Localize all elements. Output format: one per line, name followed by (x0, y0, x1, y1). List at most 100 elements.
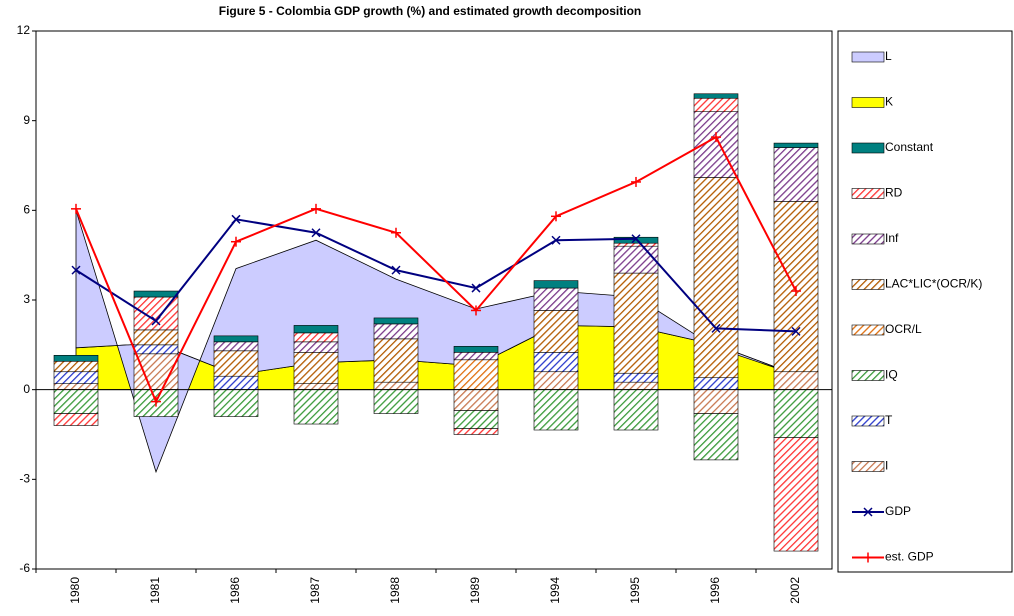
bar-segment (373, 323, 419, 340)
bar-segment (533, 310, 579, 353)
line-marker (711, 132, 721, 143)
bar-segment (213, 341, 259, 352)
line-marker (471, 305, 481, 316)
bar-segment (213, 335, 259, 343)
bar-segment (693, 93, 739, 99)
legend-marker (863, 552, 873, 563)
legend-label: RD (885, 186, 903, 200)
bar-segment (213, 350, 259, 377)
x-tick-label: 1987 (308, 577, 322, 604)
line-marker (551, 235, 561, 245)
bar-segment (53, 354, 99, 362)
bar-segment (293, 383, 339, 390)
y-tick-label: 0 (23, 382, 30, 396)
bar-segment (53, 371, 99, 384)
line-marker (791, 286, 801, 297)
x-tick-label: 1988 (388, 577, 402, 604)
bar-segment (133, 329, 179, 346)
bar-segment (453, 346, 499, 353)
bar-segment (693, 377, 739, 390)
legend-label: est. GDP (885, 550, 934, 564)
x-tick-label: 1981 (148, 577, 162, 604)
legend-swatch (851, 461, 885, 472)
marker-stroke (231, 214, 241, 224)
bar-segment (773, 389, 819, 438)
line (75, 135, 797, 405)
line-marker (151, 396, 161, 407)
legend-swatch (851, 415, 885, 427)
bar-segment (533, 371, 579, 390)
bar-segment (53, 389, 99, 414)
y-tick-label: 9 (23, 113, 30, 127)
legend-label: L (885, 49, 892, 63)
bar-segment (693, 97, 739, 112)
legend-label: K (885, 95, 893, 109)
bar-segment (613, 372, 659, 383)
legend-label: OCR/L (885, 322, 922, 336)
bar-segment (613, 245, 659, 274)
bar-segment (613, 389, 659, 431)
legend-swatch (851, 142, 885, 154)
line-marker (231, 236, 241, 247)
bar-segment (693, 177, 739, 379)
marker-stroke (631, 234, 641, 244)
line-marker (791, 326, 801, 336)
legend-marker (863, 507, 873, 517)
bar-segment (453, 410, 499, 429)
line-marker (391, 227, 401, 238)
line (75, 218, 797, 333)
y-tick-label: -6 (19, 561, 30, 575)
marker-stroke (151, 316, 161, 326)
bar-segment (133, 290, 179, 298)
x-tick-label: 1994 (548, 577, 562, 604)
marker-stroke (311, 228, 321, 238)
bar-segment (533, 287, 579, 311)
line-marker (71, 265, 81, 275)
bar-segment (373, 381, 419, 390)
bar-segment (373, 389, 419, 414)
marker-stroke (863, 507, 873, 517)
bar-segment (613, 381, 659, 390)
legend-label: Constant (885, 140, 934, 154)
legend-swatch (851, 51, 885, 63)
y-tick-label: 3 (23, 292, 30, 306)
line-marker (471, 283, 481, 293)
legend-label: IQ (885, 368, 898, 382)
bar-segment (453, 428, 499, 435)
bar-segment (133, 344, 179, 355)
bar-segment (53, 360, 99, 373)
bar-segment (293, 352, 339, 384)
line-marker (391, 265, 401, 275)
bar-segment (53, 383, 99, 390)
marker-stroke (471, 283, 481, 293)
bar-segment (453, 352, 499, 361)
legend-label: GDP (885, 504, 911, 518)
bar-segment (693, 389, 739, 414)
x-tick-label: 1996 (708, 577, 722, 604)
bar-segment (613, 242, 659, 247)
marker-stroke (71, 265, 81, 275)
line-marker (631, 176, 641, 187)
bar-segment (773, 147, 819, 202)
line-marker (71, 203, 81, 214)
bar-segment (213, 375, 259, 390)
legend-label: I (885, 459, 888, 473)
x-tick-label: 2002 (788, 577, 802, 604)
line-marker (311, 228, 321, 238)
bar-segment (53, 413, 99, 426)
bar-segment (453, 359, 499, 390)
legend-swatch (851, 370, 885, 381)
marker-stroke (391, 265, 401, 275)
x-tick-label: 1986 (228, 577, 242, 604)
marker-stroke (551, 235, 561, 245)
bar-segment (293, 389, 339, 425)
bar-segment (773, 142, 819, 148)
line-marker (631, 234, 641, 244)
line-marker (551, 211, 561, 222)
legend-swatch (851, 279, 885, 290)
legend-swatch (851, 233, 885, 245)
bar-segment (453, 389, 499, 411)
bar-segment (373, 338, 419, 383)
legend-label: T (885, 413, 893, 427)
